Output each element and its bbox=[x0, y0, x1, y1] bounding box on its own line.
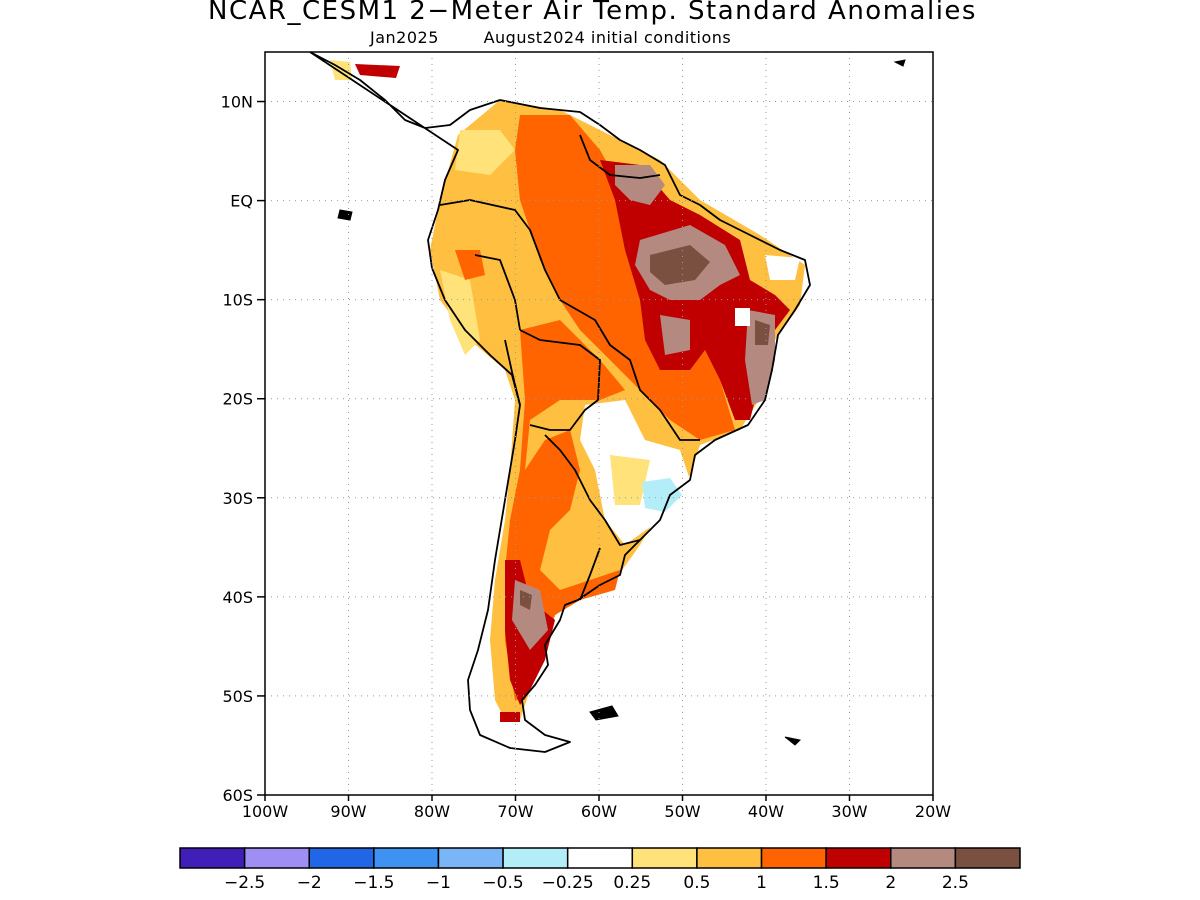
legend-swatch bbox=[825, 847, 892, 869]
legend-swatch bbox=[696, 847, 763, 869]
lat-tick-label: 60S bbox=[222, 786, 253, 805]
legend-swatch bbox=[566, 847, 634, 869]
lat-tick-label: 40S bbox=[222, 588, 253, 607]
legend-label: 0.5 bbox=[683, 873, 710, 893]
legend-label: −1.5 bbox=[353, 873, 394, 893]
legend-label: 2.5 bbox=[942, 873, 969, 893]
legend-swatch bbox=[243, 847, 310, 869]
legend-label: −2 bbox=[297, 873, 322, 893]
legend-swatch bbox=[373, 847, 440, 869]
lat-tick-label: EQ bbox=[230, 192, 253, 211]
legend-label: 2 bbox=[885, 873, 896, 893]
anomaly-area-above-2.5 bbox=[650, 245, 710, 285]
legend-swatch bbox=[631, 847, 698, 869]
anomaly-area-negative bbox=[642, 478, 682, 512]
legend-label: 0.25 bbox=[613, 873, 651, 893]
lat-tick-label: 10N bbox=[221, 93, 253, 112]
legend-label: −0.25 bbox=[542, 873, 594, 893]
anomaly-field bbox=[330, 60, 805, 722]
lat-tick-label: 30S bbox=[222, 489, 253, 508]
lon-tick-label: 90W bbox=[330, 802, 366, 821]
legend-swatch bbox=[890, 847, 957, 869]
lon-tick-label: 100W bbox=[242, 802, 289, 821]
lon-tick-label: 70W bbox=[497, 802, 533, 821]
legend-swatch bbox=[502, 847, 569, 869]
legend-swatch bbox=[437, 847, 504, 869]
color-legend: −2.5 −2 −1.5 −1 −0.5 −0.25 0.25 0.5 1 1.5 2 2.5 bbox=[179, 847, 1021, 893]
lon-tick-label: 30W bbox=[831, 802, 867, 821]
longitude-axis: 100W 90W 80W 70W 60W 50W 40W 30W 20W bbox=[242, 795, 951, 821]
lat-tick-label: 50S bbox=[222, 687, 253, 706]
legend-swatch bbox=[954, 847, 1021, 869]
legend-swatch bbox=[760, 847, 827, 869]
legend-swatch bbox=[308, 847, 375, 869]
lon-tick-label: 20W bbox=[915, 802, 951, 821]
lat-tick-label: 10S bbox=[222, 291, 253, 310]
lat-tick-label: 20S bbox=[222, 390, 253, 409]
lon-tick-label: 50W bbox=[664, 802, 700, 821]
legend-label: −1 bbox=[426, 873, 451, 893]
legend-label: −0.5 bbox=[482, 873, 523, 893]
map-title: NCAR_CESM1 2−Meter Air Temp. Standard An… bbox=[208, 0, 977, 26]
islands bbox=[337, 59, 906, 746]
lon-tick-label: 60W bbox=[581, 802, 617, 821]
lon-tick-label: 80W bbox=[414, 802, 450, 821]
legend-label: 1 bbox=[756, 873, 767, 893]
latitude-axis: 10N EQ 10S 20S 30S 40S 50S 60S bbox=[221, 93, 265, 805]
lon-tick-label: 40W bbox=[748, 802, 784, 821]
coastlines bbox=[309, 52, 811, 753]
legend-label: −2.5 bbox=[224, 873, 265, 893]
legend-swatch bbox=[179, 847, 246, 869]
map-subtitle: Jan2025 August2024 initial conditions bbox=[370, 28, 732, 47]
legend-label: 1.5 bbox=[813, 873, 840, 893]
